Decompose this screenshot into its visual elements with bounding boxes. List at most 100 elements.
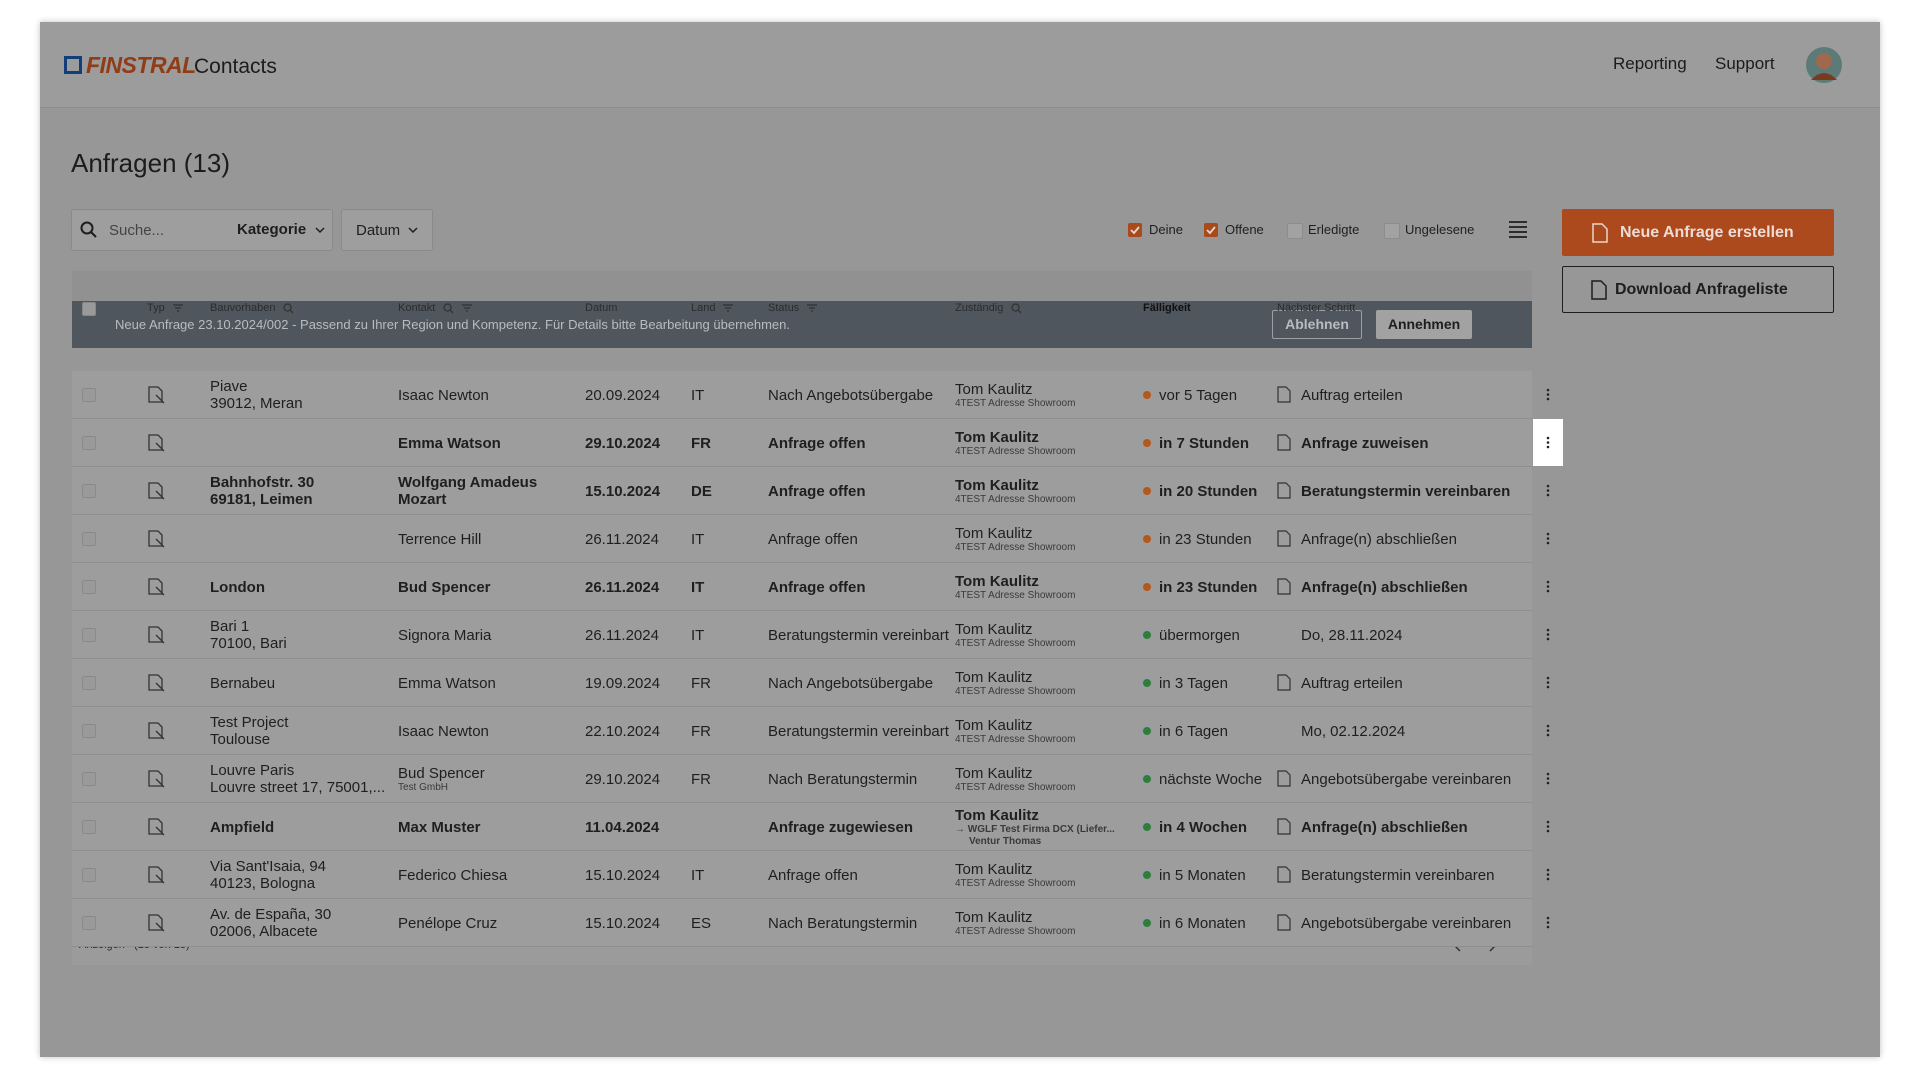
column-header[interactable]: Land [691,293,734,323]
column-header[interactable]: Bauvorhaben [210,293,294,323]
column-title: Status [768,302,800,314]
column-header[interactable]: Typ [147,293,184,323]
table-row[interactable] [72,659,1532,707]
column-menu[interactable] [1508,219,1528,239]
country-text: IT [691,530,705,548]
row-menu[interactable] [1533,755,1563,802]
project-text: Av. de España, 30 [210,906,332,923]
row-checkbox[interactable] [82,388,96,402]
project-text: 02006, Albacete [210,923,318,940]
filter-dropdown[interactable]: Kategorie [237,221,307,238]
date-text: 29.10.2024 [585,770,661,788]
filter-checkbox[interactable] [1128,223,1142,237]
search-box[interactable]: Suche... Kategorie [71,209,333,251]
column-header[interactable]: Nächster Schritt [1277,293,1355,323]
primary-button[interactable]: Neue Anfrage erstellen [1562,209,1834,256]
step-icon [1277,386,1291,403]
contact-text: Penélope Cruz [398,914,498,932]
step-icon [1277,866,1291,883]
filter-checkbox[interactable] [1287,223,1303,239]
row-menu[interactable] [1533,803,1563,850]
status: Nach Beratungstermin [768,899,950,947]
country: IT [691,611,751,659]
column-icon [807,303,818,312]
country-text: FR [691,434,711,452]
row-menu[interactable] [1533,371,1563,418]
due-text: in 7 Stunden [1159,434,1249,452]
column-icon [172,303,183,312]
owner: Tom Kaulitz 4TEST Adresse Showroom [955,899,1135,947]
due-indicator [1143,727,1151,735]
country-text: IT [691,866,705,884]
row-menu[interactable] [1533,899,1563,946]
owner: Tom Kaulitz 4TEST Adresse Showroom [955,659,1135,707]
table-row[interactable] [72,563,1532,611]
row-checkbox[interactable] [82,820,96,834]
owner: Tom Kaulitz 4TEST Adresse Showroom [955,851,1135,899]
row-menu[interactable] [1533,563,1563,610]
table-row[interactable] [72,371,1532,419]
row-menu[interactable] [1533,515,1563,562]
row-menu[interactable] [1533,659,1563,706]
column-title: Bauvorhaben [210,302,276,314]
due-indicator [1143,775,1151,783]
select-all[interactable] [82,302,96,316]
date-filter[interactable]: Datum [341,209,433,251]
owner: Tom Kaulitz 4TEST Adresse Showroom [955,755,1135,803]
table-row[interactable] [72,803,1532,851]
row-checkbox[interactable] [82,532,96,546]
country-text: FR [691,770,711,788]
table-row[interactable] [72,611,1532,659]
table-row[interactable] [72,515,1532,563]
due: in 23 Stunden [1159,515,1279,563]
row-menu[interactable] [1533,419,1563,466]
avatar[interactable] [1805,46,1843,84]
secondary-button[interactable]: Download Anfrageliste [1562,266,1834,313]
row-checkbox[interactable] [82,676,96,690]
nav-link[interactable]: Reporting [1613,54,1687,73]
column-header[interactable]: Datum [585,293,617,323]
table-row[interactable] [72,755,1532,803]
accept-button[interactable]: Annehmen [1376,310,1472,339]
project-text: Ampfield [210,818,275,836]
project-text: Bahnhofstr. 30 [210,474,315,491]
date: 26.11.2024 [585,611,685,659]
table-row[interactable] [72,899,1532,947]
reject-button[interactable]: Ablehnen [1272,310,1362,339]
row-checkbox[interactable] [82,916,96,930]
table-row[interactable] [72,419,1532,467]
row-checkbox[interactable] [82,436,96,450]
column-header[interactable]: Kontakt [398,293,473,323]
next-step-text: Anfrage zuweisen [1301,434,1429,452]
row-checkbox[interactable] [82,580,96,594]
row-checkbox[interactable] [82,628,96,642]
row-checkbox[interactable] [82,772,96,786]
nav-link[interactable]: Support [1715,54,1775,73]
row-checkbox[interactable] [82,868,96,882]
project-text: 39012, Meran [210,395,303,412]
row-menu[interactable] [1533,467,1563,514]
row-checkbox[interactable] [82,484,96,498]
table-row[interactable] [72,467,1532,515]
column-header[interactable]: Zuständig [955,293,1022,323]
owner: Tom Kaulitz 4TEST Adresse Showroom [955,515,1135,563]
row-checkbox[interactable] [82,724,96,738]
filter-checkbox[interactable] [1204,223,1218,237]
table-row[interactable] [72,707,1532,755]
row-menu[interactable] [1533,611,1563,658]
due-text: übermorgen [1159,626,1240,644]
due-text: in 20 Stunden [1159,482,1258,500]
table-row[interactable] [72,851,1532,899]
column-header[interactable]: Fälligkeit [1143,293,1191,323]
filter-checkbox[interactable] [1384,223,1400,239]
date-text: 22.10.2024 [585,722,661,740]
owner-text: 4TEST Adresse Showroom [955,781,1076,793]
kebab-icon [1546,916,1550,929]
due: vor 5 Tagen [1159,371,1279,419]
row-menu[interactable] [1533,707,1563,754]
row-menu[interactable] [1533,851,1563,898]
filter-label: Offene [1225,222,1264,237]
column-header[interactable]: Status [768,293,818,323]
contact: Emma Watson [398,659,576,707]
country: IT [691,851,751,899]
